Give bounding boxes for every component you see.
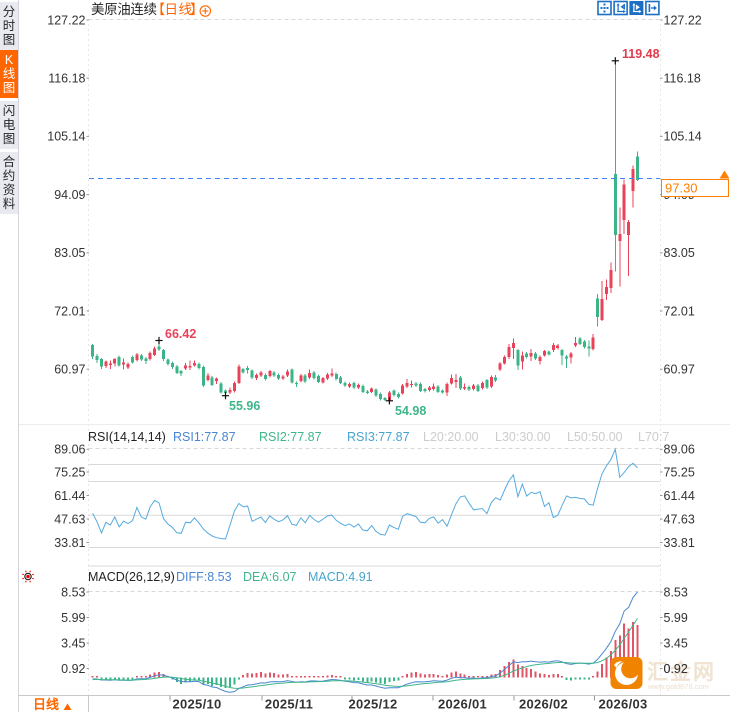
svg-text:116.18: 116.18 — [664, 72, 701, 86]
svg-text:日: 日 — [165, 2, 179, 17]
svg-text:72.01: 72.01 — [664, 304, 695, 318]
svg-text:0.92: 0.92 — [61, 662, 85, 676]
svg-text:105.14: 105.14 — [47, 130, 85, 144]
svg-text:72.01: 72.01 — [54, 304, 85, 318]
svg-text:127.22: 127.22 — [664, 13, 702, 27]
svg-text:www.gold678.com: www.gold678.com — [647, 682, 709, 691]
svg-text:MACD(26,12,9): MACD(26,12,9) — [88, 570, 175, 584]
svg-text:日线: 日线 — [33, 697, 59, 712]
svg-text:33.81: 33.81 — [664, 536, 695, 550]
svg-text:89.06: 89.06 — [664, 443, 695, 457]
svg-text:5.99: 5.99 — [61, 611, 85, 625]
svg-text:33.81: 33.81 — [54, 536, 85, 550]
svg-text:RSI(14,14,14): RSI(14,14,14) — [88, 430, 166, 444]
svg-text:L70:7: L70:7 — [638, 430, 669, 444]
svg-text:MACD:4.91: MACD:4.91 — [308, 570, 373, 584]
svg-text:8.53: 8.53 — [61, 585, 85, 599]
svg-text:5.99: 5.99 — [664, 611, 688, 625]
svg-text:105.14: 105.14 — [664, 130, 702, 144]
svg-text:L30:30.00: L30:30.00 — [495, 430, 551, 444]
svg-text:47.63: 47.63 — [664, 512, 695, 526]
svg-text:54.98: 54.98 — [395, 404, 426, 418]
svg-text:55.96: 55.96 — [229, 399, 260, 413]
svg-text:2025/11: 2025/11 — [265, 697, 313, 712]
svg-text:75.25: 75.25 — [664, 465, 695, 479]
svg-text:127.22: 127.22 — [47, 13, 85, 27]
svg-text:0.92: 0.92 — [664, 662, 688, 676]
svg-text:2026/03: 2026/03 — [598, 697, 647, 712]
svg-text:60.97: 60.97 — [54, 363, 85, 377]
svg-text:汇金网: 汇金网 — [647, 660, 716, 684]
svg-text:8.53: 8.53 — [664, 585, 688, 599]
svg-text:RSI2:77.87: RSI2:77.87 — [259, 430, 322, 444]
svg-text:美原油连续: 美原油连续 — [91, 2, 157, 17]
svg-text:DIFF:8.53: DIFF:8.53 — [176, 570, 232, 584]
svg-text:RSI3:77.87: RSI3:77.87 — [347, 430, 410, 444]
svg-text:60.97: 60.97 — [664, 363, 695, 377]
svg-text:L50:50.00: L50:50.00 — [567, 430, 623, 444]
svg-text:119.48: 119.48 — [622, 47, 660, 61]
svg-text:116.18: 116.18 — [48, 72, 85, 86]
svg-text:66.42: 66.42 — [165, 327, 196, 341]
svg-text:83.05: 83.05 — [54, 246, 85, 260]
svg-text:0.92: 0.92 — [664, 662, 688, 676]
svg-text:61.44: 61.44 — [664, 489, 695, 503]
svg-text:97.30: 97.30 — [665, 181, 698, 196]
svg-text:47.63: 47.63 — [54, 512, 85, 526]
svg-text:3.45: 3.45 — [61, 636, 85, 650]
svg-text:2025/10: 2025/10 — [172, 697, 221, 712]
svg-text:线: 线 — [179, 2, 193, 17]
svg-text:【: 【 — [152, 2, 166, 17]
svg-text:2026/01: 2026/01 — [438, 697, 487, 712]
svg-text:2025/12: 2025/12 — [348, 697, 397, 712]
svg-text:89.06: 89.06 — [54, 443, 85, 457]
svg-text:94.09: 94.09 — [54, 188, 85, 202]
svg-text:83.05: 83.05 — [664, 246, 695, 260]
svg-text:RSI1:77.87: RSI1:77.87 — [173, 430, 236, 444]
svg-text:2026/02: 2026/02 — [519, 697, 568, 712]
svg-text:75.25: 75.25 — [54, 465, 85, 479]
svg-text:61.44: 61.44 — [54, 489, 85, 503]
svg-text:DEA:6.07: DEA:6.07 — [243, 570, 297, 584]
svg-text:3.45: 3.45 — [664, 636, 688, 650]
svg-text:L20:20.00: L20:20.00 — [423, 430, 479, 444]
